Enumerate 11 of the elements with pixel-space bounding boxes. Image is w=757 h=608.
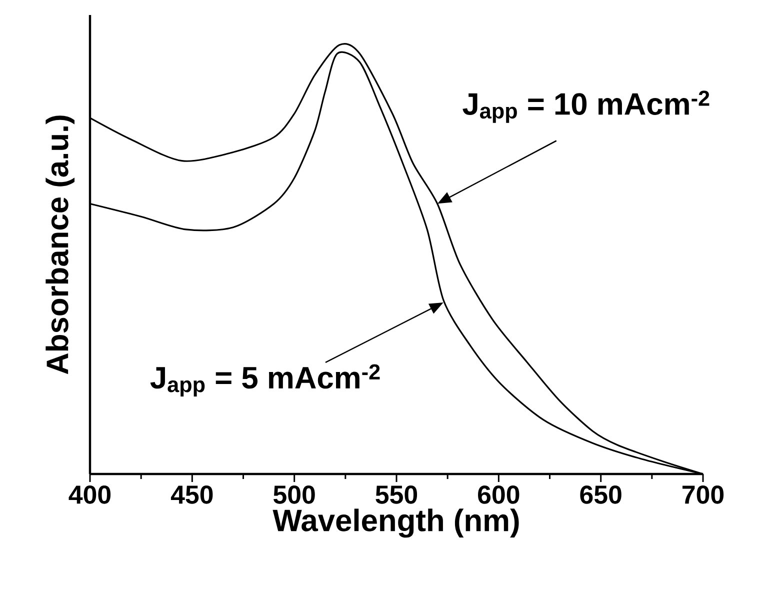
y-axis-title: Absorbance (a.u.) (46, 116, 74, 374)
x-tick-label: 600 (478, 486, 520, 504)
x-tick-label: 550 (376, 486, 418, 504)
x-tick-label: 700 (682, 486, 724, 504)
x-tick-label: 500 (274, 486, 315, 504)
x-tick-label: 650 (580, 486, 622, 504)
annotation: J$_{app}$ = 5 mAcm$^{-2}$ (150, 364, 380, 397)
x-axis-title: Wavelength (nm) (272, 508, 519, 538)
annotation: J$_{app}$ = 10 mAcm$^{-2}$ (462, 90, 710, 123)
x-tick-label: 450 (170, 486, 213, 504)
x-tick-label: 400 (68, 486, 111, 504)
